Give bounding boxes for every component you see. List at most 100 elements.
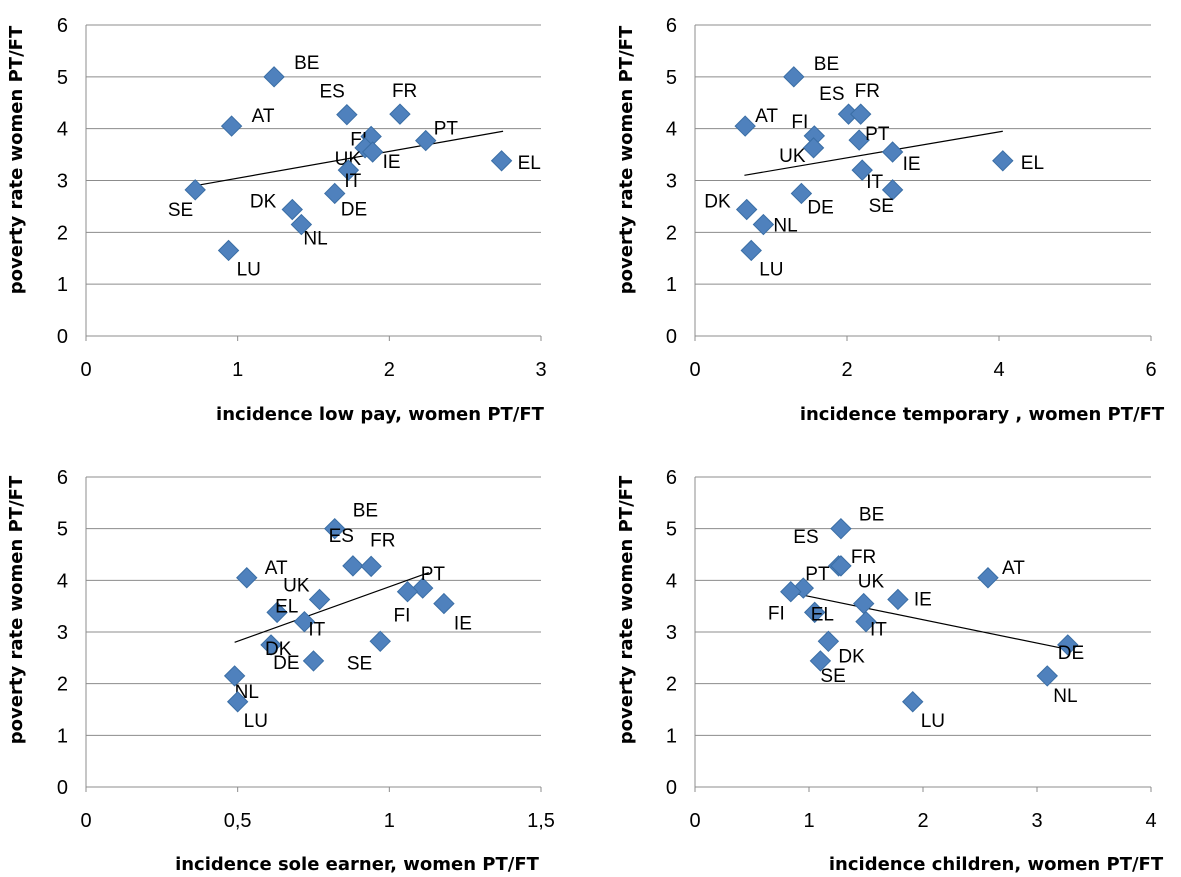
point-label-pt: PT bbox=[805, 564, 830, 585]
data-point-el bbox=[266, 601, 288, 624]
data-point-se bbox=[184, 179, 206, 201]
y-tick-label: 4 bbox=[57, 570, 68, 592]
point-label-fr: FR bbox=[370, 530, 395, 551]
data-point-de bbox=[324, 182, 346, 205]
data-point-el bbox=[992, 150, 1014, 172]
y-tick-label: 6 bbox=[57, 467, 68, 489]
y-tick-label: 5 bbox=[57, 519, 68, 541]
point-label-fi: FI bbox=[768, 604, 785, 625]
y-tick-label: 3 bbox=[666, 622, 677, 644]
data-point-fi bbox=[780, 580, 802, 603]
data-point-pt bbox=[411, 577, 434, 599]
data-point-el bbox=[803, 601, 826, 624]
point-label-it: IT bbox=[308, 620, 325, 641]
y-axis-title: poverty rate women PT/FT bbox=[616, 25, 637, 294]
data-point-lu bbox=[740, 239, 762, 262]
point-label-nl: NL bbox=[303, 229, 327, 250]
x-tick-label: 6 bbox=[1145, 359, 1156, 381]
data-point-ie bbox=[361, 141, 384, 163]
data-point-ie bbox=[881, 141, 904, 163]
scatter-panel-1: 0 1 2 3 4 5 6 0 1 2 3 incidence low pay, women PT/F… bbox=[6, 15, 547, 425]
data-point-ie bbox=[433, 592, 455, 615]
trendline bbox=[744, 130, 1003, 176]
x-tick-label: 0 bbox=[689, 359, 700, 381]
data-point-at bbox=[734, 115, 756, 137]
y-tick-label: 1 bbox=[57, 725, 68, 747]
point-label-es: ES bbox=[329, 526, 354, 547]
point-label-at: AT bbox=[252, 106, 275, 127]
y-tick-label: 2 bbox=[57, 674, 68, 696]
x-axis-title: incidence children, women PT/FT bbox=[829, 854, 1164, 875]
data-point-uk bbox=[308, 588, 331, 611]
point-label-uk: UK bbox=[283, 575, 310, 596]
x-tick-label: 0 bbox=[80, 810, 91, 832]
data-point-dk bbox=[260, 634, 282, 656]
point-label-at: AT bbox=[755, 106, 778, 127]
y-axis-title: poverty rate women PT/FT bbox=[6, 25, 27, 294]
point-label-el: EL bbox=[1021, 153, 1044, 174]
y-tick-label: 6 bbox=[666, 467, 677, 489]
point-label-fr: FR bbox=[392, 81, 417, 102]
data-point-de bbox=[1057, 634, 1079, 656]
y-tick-label: 0 bbox=[666, 777, 677, 799]
x-tick-label: 4 bbox=[1145, 810, 1156, 832]
point-label-be: BE bbox=[353, 501, 378, 522]
x-tick-label: 3 bbox=[1031, 810, 1042, 832]
scatter-panel-2: 0 1 2 3 4 5 6 0 2 4 6 incidence temporary , women P… bbox=[616, 15, 1165, 425]
x-tick-label: 1 bbox=[232, 359, 243, 381]
point-label-be: BE bbox=[859, 505, 884, 526]
point-label-dk: DK bbox=[265, 639, 292, 660]
point-label-ie: IE bbox=[914, 589, 932, 610]
data-point-pt bbox=[848, 129, 870, 151]
data-point-fi bbox=[396, 580, 419, 603]
data-point-dk bbox=[281, 198, 303, 221]
point-label-nl: NL bbox=[773, 216, 797, 237]
data-point-el bbox=[490, 150, 513, 172]
data-point-be bbox=[263, 66, 285, 88]
x-tick-label: 3 bbox=[535, 359, 546, 381]
data-point-be bbox=[324, 517, 346, 540]
y-tick-label: 0 bbox=[57, 777, 68, 799]
y-tick-label: 2 bbox=[666, 674, 677, 696]
point-label-de: DE bbox=[1058, 643, 1084, 664]
y-tick-label: 4 bbox=[666, 119, 677, 141]
point-label-lu: LU bbox=[921, 711, 945, 732]
data-point-uk bbox=[853, 592, 875, 615]
data-point-be bbox=[830, 517, 852, 540]
point-label-be: BE bbox=[294, 53, 319, 74]
data-point-it bbox=[337, 159, 360, 181]
point-label-de: DE bbox=[273, 653, 299, 674]
data-point-ie bbox=[887, 588, 909, 611]
y-tick-label: 3 bbox=[57, 622, 68, 644]
data-point-nl bbox=[752, 213, 775, 236]
point-label-it: IT bbox=[866, 172, 883, 193]
point-label-ie: IE bbox=[903, 154, 921, 175]
point-label-ie: IE bbox=[383, 152, 401, 173]
point-label-de: DE bbox=[341, 199, 367, 220]
data-point-it bbox=[851, 159, 873, 181]
point-label-ie: IE bbox=[454, 614, 472, 635]
data-point-lu bbox=[226, 691, 249, 713]
x-tick-label: 0 bbox=[689, 810, 700, 832]
point-label-lu: LU bbox=[244, 711, 268, 732]
y-tick-label: 0 bbox=[666, 326, 677, 348]
y-tick-label: 0 bbox=[57, 326, 68, 348]
trendline bbox=[195, 130, 504, 187]
data-point-fr bbox=[830, 555, 852, 577]
data-point-es bbox=[336, 103, 358, 126]
point-label-it: IT bbox=[870, 620, 887, 641]
x-tick-label: 2 bbox=[384, 359, 395, 381]
data-point-at bbox=[220, 115, 243, 137]
point-label-se: SE bbox=[820, 666, 845, 687]
data-point-se bbox=[881, 179, 904, 201]
data-point-fr bbox=[360, 555, 382, 578]
trendline bbox=[786, 591, 1072, 651]
y-tick-label: 1 bbox=[666, 725, 677, 747]
data-point-at bbox=[977, 567, 999, 589]
data-point-lu bbox=[902, 691, 924, 713]
point-label-it: IT bbox=[344, 171, 361, 192]
data-point-it bbox=[855, 610, 877, 633]
y-tick-label: 4 bbox=[57, 119, 68, 141]
x-tick-label: 1 bbox=[384, 810, 395, 832]
